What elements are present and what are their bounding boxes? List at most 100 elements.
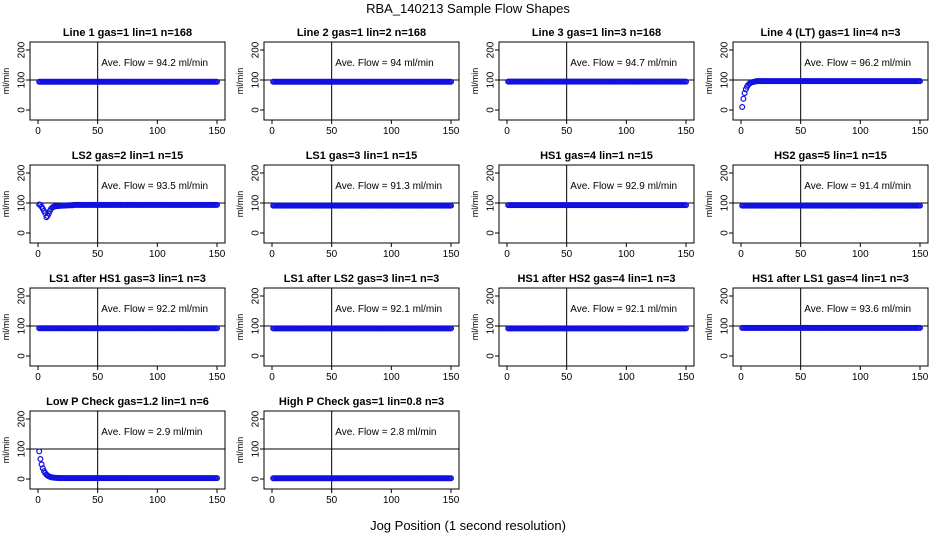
x-tick-label: 50 [92,126,104,137]
y-tick-label: 200 [17,164,28,181]
y-tick-label: 100 [720,71,731,88]
average-flow-annotation: Ave. Flow = 92.1 ml/min [335,304,442,315]
x-tick-label: 100 [383,495,400,506]
x-tick-label: 150 [678,126,695,137]
y-tick-label: 200 [251,164,262,181]
data-point [739,103,746,110]
x-tick-label: 100 [618,126,635,137]
panel-9: LS1 after HS1 gas=3 lin=1 n=3 0 50 100 150 0 1… [1,273,226,383]
y-tick-label: 200 [17,41,28,58]
panel-frame [498,287,695,367]
average-flow-annotation: Ave. Flow = 92.2 ml/min [101,304,208,315]
panel-title: High P Check gas=1 lin=0.8 n=3 [279,396,444,408]
data-point [448,202,455,209]
y-tick-label: 0 [720,230,731,236]
y-tick-label: 200 [720,41,731,58]
average-flow-annotation: Ave. Flow = 92.9 ml/min [570,181,677,192]
y-axis-label: ml/min [1,68,11,95]
panel-title: Line 3 gas=1 lin=3 n=168 [532,27,661,39]
x-tick-label: 100 [149,249,166,260]
x-tick-label: 100 [852,372,869,383]
x-tick-label: 100 [618,249,635,260]
y-axis-label: ml/min [1,191,11,218]
x-tick-label: 0 [269,249,275,260]
y-tick-label: 100 [486,71,497,88]
data-point [916,324,923,331]
panel-title: Line 1 gas=1 lin=1 n=168 [63,27,192,39]
x-tick-label: 100 [383,249,400,260]
y-axis-label: ml/min [235,68,245,95]
x-tick-label: 50 [326,495,338,506]
average-flow-annotation: Ave. Flow = 91.4 ml/min [804,181,911,192]
data-point [682,202,689,209]
average-flow-annotation: Ave. Flow = 93.5 ml/min [101,181,208,192]
y-tick-label: 200 [251,410,262,427]
data-point [682,78,689,85]
y-tick-label: 100 [720,317,731,334]
y-axis-label: ml/min [235,314,245,341]
data-point [740,95,747,102]
x-tick-label: 100 [149,372,166,383]
x-tick-label: 100 [383,126,400,137]
data-point [916,202,923,209]
x-tick-label: 0 [269,372,275,383]
y-tick-label: 0 [486,353,497,359]
panel-title: LS1 after LS2 gas=3 lin=1 n=3 [284,273,440,285]
average-flow-annotation: Ave. Flow = 2.8 ml/min [335,427,436,438]
y-axis-label: ml/min [704,314,714,341]
data-point [448,325,455,332]
x-tick-label: 100 [852,126,869,137]
panel-frame [498,164,695,244]
panel-frame [263,164,460,244]
panel-7: HS1 gas=4 lin=1 n=15 0 50 100 150 0 100 200 ml/m… [470,150,695,260]
panel-frame [263,410,460,490]
panel-11: HS1 after HS2 gas=4 lin=1 n=3 0 50 100 150 0 1… [470,273,695,383]
panel-frame [263,287,460,367]
average-flow-annotation: Ave. Flow = 94.2 ml/min [101,58,208,69]
data-point [37,456,44,463]
x-tick-label: 0 [269,126,275,137]
x-tick-label: 50 [92,249,104,260]
x-tick-label: 0 [738,372,744,383]
y-axis-label: ml/min [235,437,245,464]
panel-3: Line 3 gas=1 lin=3 n=168 0 50 100 150 0 100 200… [470,27,695,137]
x-tick-label: 0 [35,126,41,137]
x-tick-label: 150 [209,126,226,137]
x-tick-label: 50 [326,249,338,260]
x-tick-label: 150 [209,495,226,506]
x-tick-label: 150 [443,249,460,260]
panel-frame [29,287,226,367]
y-tick-label: 0 [251,353,262,359]
x-tick-label: 150 [209,249,226,260]
data-point [448,475,455,482]
panel-10: LS1 after LS2 gas=3 lin=1 n=3 0 50 100 150 0 1… [235,273,460,383]
y-tick-label: 0 [17,353,28,359]
x-tick-label: 50 [561,126,573,137]
panel-5: LS2 gas=2 lin=1 n=15 0 50 100 150 0 100 200 ml/m… [1,150,226,260]
x-tick-label: 100 [149,126,166,137]
y-tick-label: 100 [17,440,28,457]
x-tick-label: 50 [561,249,573,260]
x-tick-label: 50 [795,249,807,260]
data-point [214,78,221,85]
panel-8: HS2 gas=5 lin=1 n=15 0 50 100 150 0 100 200 ml/m… [704,150,929,260]
x-tick-label: 100 [383,372,400,383]
panel-title: HS1 after LS1 gas=4 lin=1 n=3 [752,273,909,285]
y-tick-label: 200 [486,287,497,304]
panel-frame [732,41,929,121]
x-tick-label: 150 [443,126,460,137]
y-tick-label: 0 [720,107,731,113]
y-tick-label: 100 [251,440,262,457]
x-tick-label: 0 [35,372,41,383]
panel-6: LS1 gas=3 lin=1 n=15 0 50 100 150 0 100 200 ml/m… [235,150,460,260]
y-tick-label: 0 [251,230,262,236]
y-tick-label: 100 [17,194,28,211]
average-flow-annotation: Ave. Flow = 94 ml/min [335,58,433,69]
panel-frame [29,41,226,121]
average-flow-annotation: Ave. Flow = 94.7 ml/min [570,58,677,69]
panel-title: LS1 gas=3 lin=1 n=15 [306,150,418,162]
x-tick-label: 100 [852,249,869,260]
panel-title: HS2 gas=5 lin=1 n=15 [774,150,887,162]
panel-title: HS1 after HS2 gas=4 lin=1 n=3 [517,273,675,285]
